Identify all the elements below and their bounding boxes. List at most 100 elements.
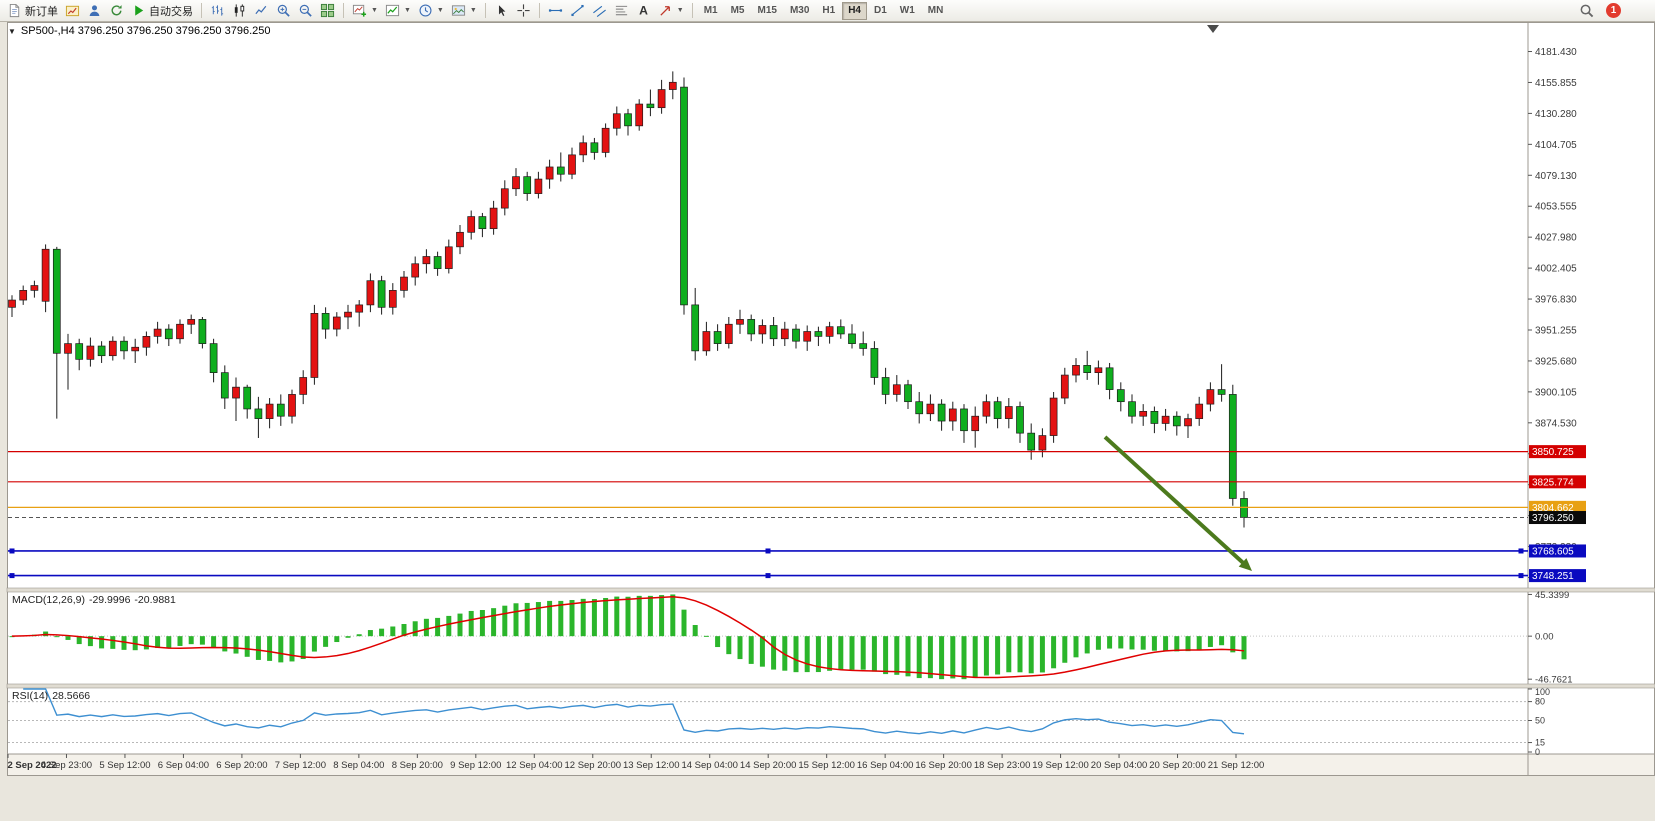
- line-handle[interactable]: [1518, 548, 1524, 554]
- zoom-out-button[interactable]: [295, 1, 316, 21]
- candle: [601, 127, 610, 153]
- time-axis-strip[interactable]: [7, 754, 1655, 776]
- macd-bar: [143, 636, 149, 650]
- candle: [1027, 432, 1036, 451]
- new-chart-button[interactable]: [62, 1, 83, 21]
- candlestick-chart-button[interactable]: [229, 1, 250, 21]
- zoom-in-button[interactable]: [273, 1, 294, 21]
- panel-splitter[interactable]: [6, 683, 1655, 689]
- candle: [489, 207, 498, 230]
- profile-button[interactable]: [84, 1, 105, 21]
- indicators-dropdown[interactable]: ▼: [382, 1, 414, 21]
- timeframe-d1[interactable]: D1: [868, 2, 893, 20]
- chevron-down-icon: ▼: [469, 7, 477, 14]
- price-tick-label: 4002.405: [1535, 264, 1577, 275]
- macd-bar: [311, 636, 317, 652]
- periods-dropdown[interactable]: ▼: [415, 1, 447, 21]
- panel-splitter[interactable]: [6, 587, 1655, 593]
- candle: [400, 276, 408, 291]
- channel-tool-button[interactable]: [589, 1, 610, 21]
- timeframe-mn[interactable]: MN: [922, 2, 950, 20]
- macd-bar: [356, 634, 362, 637]
- line-handle[interactable]: [9, 548, 15, 554]
- macd-scale-label: 45.3399: [1535, 590, 1569, 601]
- candle: [1184, 418, 1192, 427]
- line-chart-icon: [254, 3, 269, 18]
- price-badge: [1529, 500, 1586, 514]
- horizontal-line-icon: [548, 3, 563, 18]
- trend-line-tool-button[interactable]: [567, 1, 588, 21]
- chart-title-text: SP500-,H4 3796.250 3796.250 3796.250 379…: [20, 25, 271, 37]
- timeframe-m15[interactable]: M15: [752, 2, 783, 20]
- candle: [915, 401, 924, 415]
- notifications-badge[interactable]: 1: [1606, 3, 1621, 18]
- candle: [646, 103, 655, 109]
- candle: [164, 328, 173, 340]
- rsi-label: RSI(14) 28.5666: [12, 690, 94, 702]
- auto-trading-label: 自动交易: [149, 5, 193, 18]
- indicators-icon: [385, 3, 400, 18]
- arrows-tool-dropdown[interactable]: ▼: [655, 1, 687, 21]
- candle: [209, 343, 218, 373]
- macd-bar: [1151, 636, 1157, 651]
- fibonacci-tool-button[interactable]: [611, 1, 632, 21]
- crosshair-button[interactable]: [513, 1, 534, 21]
- macd-bar: [905, 636, 911, 677]
- candle: [960, 408, 968, 432]
- timeframe-m30[interactable]: M30: [784, 2, 815, 20]
- refresh-icon: [109, 3, 124, 18]
- timeframe-w1[interactable]: W1: [894, 2, 921, 20]
- rsi-value: 28.5666: [52, 690, 91, 702]
- line-handle[interactable]: [9, 573, 15, 579]
- trend-arrow-head[interactable]: [1238, 558, 1252, 571]
- one-click-trading-toggle[interactable]: ▼: [8, 26, 16, 36]
- tile-windows-button[interactable]: [317, 1, 338, 21]
- time-axis-label: 20 Sep 20:00: [1149, 760, 1206, 771]
- refresh-button[interactable]: [106, 1, 127, 21]
- chart-shift-marker[interactable]: [1207, 25, 1219, 33]
- candle: [668, 81, 677, 90]
- time-axis-label: 6 Sep 04:00: [158, 760, 209, 771]
- auto-trading-button[interactable]: 自动交易: [128, 1, 196, 21]
- time-axis-label: 20 Sep 04:00: [1091, 760, 1148, 771]
- text-tool-button[interactable]: A: [633, 1, 654, 21]
- candle: [1240, 498, 1248, 518]
- macd-bar: [423, 618, 429, 637]
- time-axis-label: 19 Sep 12:00: [1032, 760, 1089, 771]
- search-icon[interactable]: [1579, 3, 1594, 18]
- macd-bar: [1230, 636, 1236, 653]
- timeframe-h4[interactable]: H4: [842, 1, 867, 20]
- candle: [814, 331, 823, 337]
- line-handle[interactable]: [1518, 573, 1524, 579]
- rsi-scale-label: 15: [1535, 738, 1545, 748]
- candle: [131, 346, 140, 352]
- trend-arrow[interactable]: [1103, 435, 1249, 568]
- line-handle[interactable]: [765, 548, 771, 554]
- candle: [612, 113, 621, 129]
- candle: [624, 113, 632, 127]
- candle: [848, 333, 856, 344]
- new-chart-dropdown[interactable]: ▼: [349, 1, 381, 21]
- templates-dropdown[interactable]: ▼: [448, 1, 480, 21]
- timeframe-h1[interactable]: H1: [816, 2, 841, 20]
- candle: [556, 166, 565, 175]
- line-chart-button[interactable]: [251, 1, 272, 21]
- macd-scale-label: 0.00: [1535, 632, 1554, 643]
- price-tick-label: 4130.280: [1535, 109, 1577, 120]
- macd-name: MACD(12,26,9): [12, 594, 85, 606]
- candle: [8, 299, 16, 308]
- cursor-button[interactable]: [491, 1, 512, 21]
- timeframe-m5[interactable]: M5: [725, 2, 751, 20]
- macd-bar: [1084, 636, 1090, 654]
- candle: [120, 340, 128, 352]
- candle: [254, 408, 263, 419]
- line-handle[interactable]: [765, 573, 771, 579]
- new-order-button[interactable]: 新订单: [4, 1, 61, 21]
- timeframe-m1[interactable]: M1: [698, 2, 724, 20]
- bar-chart-button[interactable]: [207, 1, 228, 21]
- macd-bar: [1118, 636, 1124, 649]
- candle: [523, 176, 532, 194]
- horizontal-line-tool-button[interactable]: [545, 1, 566, 21]
